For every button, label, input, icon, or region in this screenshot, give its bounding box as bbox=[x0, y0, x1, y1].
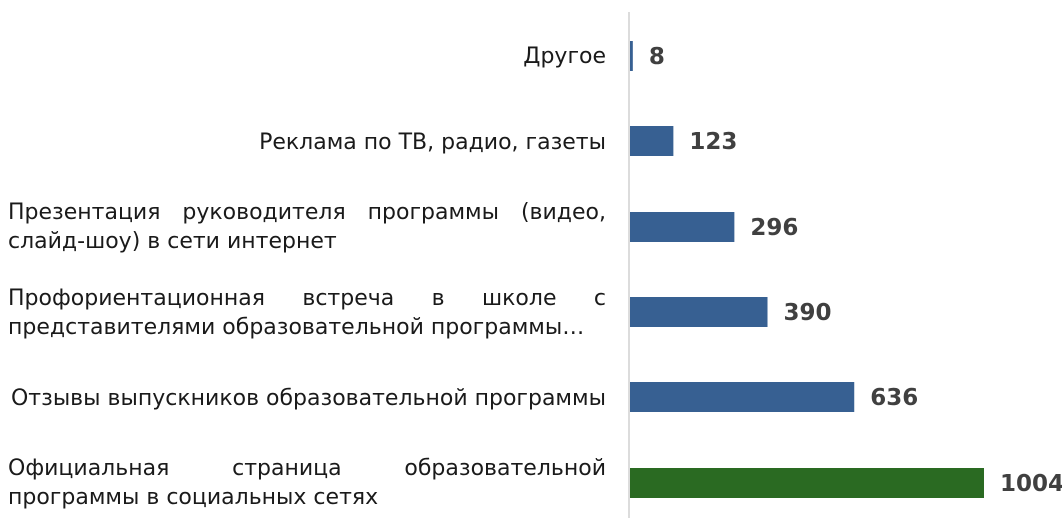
value-label-graduate-reviews: 636 bbox=[870, 385, 918, 411]
category-label-school-meeting: Профориентационная встреча в школе с пре… bbox=[8, 286, 606, 340]
bar-tv-radio-ads bbox=[630, 126, 674, 156]
bar-school-meeting bbox=[630, 297, 768, 327]
bar-other bbox=[630, 41, 633, 71]
category-label-tv-radio-ads: Реклама по ТВ, радио, газеты bbox=[259, 130, 606, 155]
category-label-graduate-reviews: Отзывы выпускников образовательной прогр… bbox=[10, 386, 606, 411]
category-label-director-presentation: Презентация руководителя программы (виде… bbox=[8, 200, 606, 254]
category-label-social-media-page: Официальная страница образовательной про… bbox=[8, 456, 606, 510]
value-label-tv-radio-ads: 123 bbox=[689, 129, 737, 155]
value-label-other: 8 bbox=[649, 44, 665, 70]
bar-director-presentation bbox=[630, 212, 735, 242]
value-label-social-media-page: 1004 bbox=[1000, 471, 1062, 497]
value-label-school-meeting: 390 bbox=[784, 300, 832, 326]
bar-social-media-page bbox=[630, 468, 984, 498]
value-label-director-presentation: 296 bbox=[750, 215, 798, 241]
category-label-other: Другое bbox=[523, 44, 606, 69]
bar-graduate-reviews bbox=[630, 382, 855, 412]
